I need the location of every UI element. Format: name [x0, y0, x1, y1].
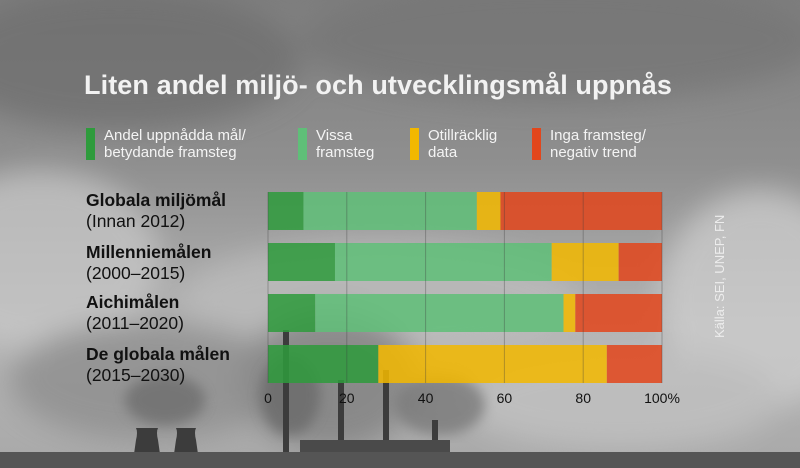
- bar-segment-1-2: [551, 243, 619, 281]
- row-period: (2000–2015): [86, 263, 186, 283]
- x-tick-label-0: 0: [264, 390, 272, 406]
- legend-swatch-some-progress: [298, 128, 307, 160]
- legend-label-no-progress: Inga framsteg/negativ trend: [550, 127, 646, 161]
- row-label-1: Millenniemålen (2000–2015): [86, 242, 266, 284]
- row-name: Millenniemålen: [86, 242, 212, 262]
- bar-segment-2-1: [315, 294, 564, 332]
- bar-segment-3-0: [268, 345, 379, 383]
- row-period: (Innan 2012): [86, 211, 186, 231]
- legend-label-some-progress: Vissa framsteg: [316, 127, 375, 161]
- bar-segment-1-3: [618, 243, 662, 281]
- x-tick-label-3: 60: [497, 390, 513, 406]
- bar-segment-0-1: [303, 192, 477, 230]
- bar-segment-1-1: [334, 243, 552, 281]
- row-name: Aichimålen: [86, 292, 180, 312]
- x-tick-label-1: 20: [339, 390, 355, 406]
- legend-label-insufficient-data: Otillräcklig data: [428, 127, 498, 161]
- row-period: (2011–2020): [86, 313, 184, 333]
- legend-label-achieved: Andel uppnådda mål/betydande framsteg: [104, 127, 246, 161]
- x-tick-label-5: 100%: [644, 390, 680, 406]
- bar-segment-2-0: [268, 294, 316, 332]
- bar-segment-2-3: [575, 294, 662, 332]
- chart-title: Liten andel miljö- och utvecklingsmål up…: [84, 70, 672, 100]
- legend-swatch-no-progress: [532, 128, 541, 160]
- legend-swatch-achieved: [86, 128, 95, 160]
- bar-segment-0-2: [476, 192, 501, 230]
- bar-segment-0-3: [500, 192, 662, 230]
- row-name: De globala målen: [86, 344, 230, 364]
- bar-segment-3-3: [606, 345, 662, 383]
- source-note: Källa: SEI, UNEP, FN: [712, 214, 727, 338]
- legend-swatch-insufficient-data: [410, 128, 419, 160]
- bar-segment-0-0: [268, 192, 304, 230]
- bar-segment-3-2: [378, 345, 607, 383]
- x-tick-label-2: 40: [418, 390, 434, 406]
- row-label-0: Globala miljömål (Innan 2012): [86, 190, 266, 232]
- bar-segment-1-0: [268, 243, 335, 281]
- row-period: (2015–2030): [86, 365, 186, 385]
- row-name: Globala miljömål: [86, 190, 227, 210]
- row-label-3: De globala målen (2015–2030): [86, 344, 266, 386]
- x-tick-label-4: 80: [575, 390, 591, 406]
- bar-segment-2-2: [563, 294, 576, 332]
- row-label-2: Aichimålen (2011–2020): [86, 292, 266, 334]
